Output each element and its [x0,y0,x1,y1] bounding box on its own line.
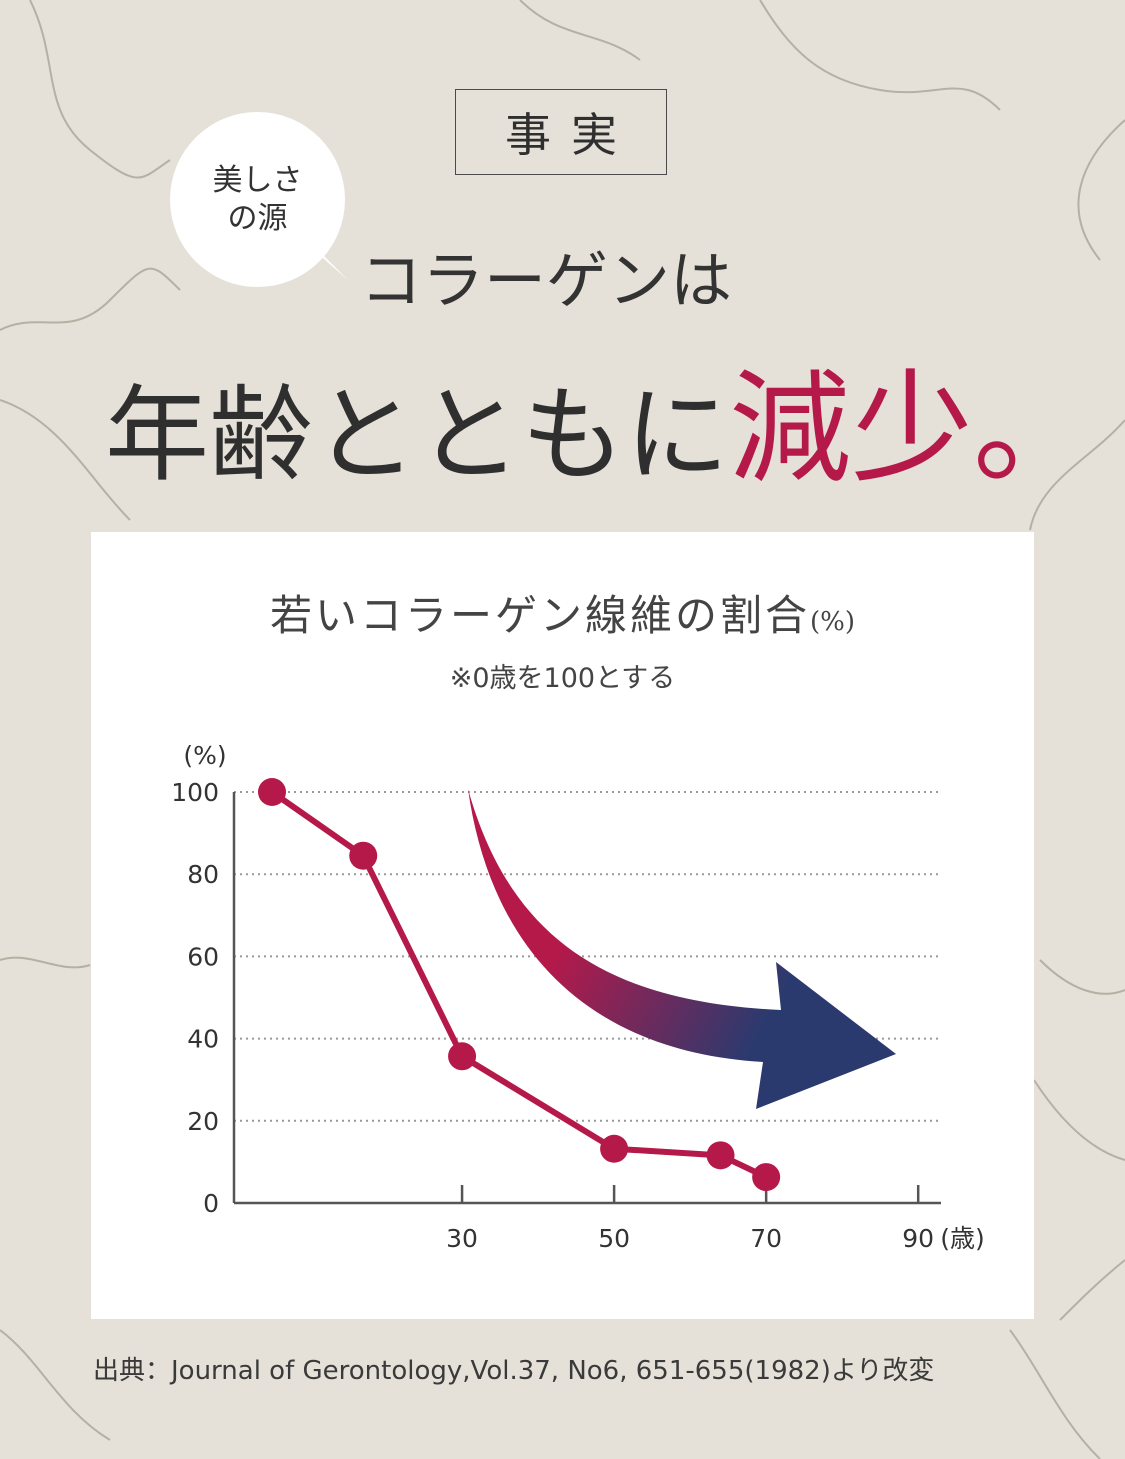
data-point [448,1042,477,1071]
series-line [270,789,768,1180]
chart-title-text: 若いコラーゲン線維の割合 [269,591,810,640]
x-tick-label: 90 [902,1224,934,1253]
chart-card: 若いコラーゲン線維の割合(%) ※0歳を100とする 0 20 40 60 80 100(… [91,532,1034,1319]
headline-line-2: 年齢とともに減少。 [105,330,1095,507]
bubble-line-2: の源 [227,200,288,236]
trend-arrow [468,789,896,1109]
y-tick-label: 80 [187,860,219,889]
bubble-line-1: 美しさ [212,162,303,198]
x-tick-label: 70 [750,1224,782,1253]
y-tick-label: 20 [187,1107,219,1136]
speech-bubble-tail [300,238,348,280]
data-point [349,841,378,870]
y-tick-label: 60 [187,942,219,971]
y-tick-label: 100 [171,778,219,807]
y-tick-label: 40 [187,1025,219,1054]
headline-accent: 減少。 [729,358,1096,500]
speech-bubble: 美しさ の源 [170,112,345,287]
y-tick-label: 0 [203,1189,219,1218]
data-point [258,778,287,806]
data-point [600,1134,629,1163]
y-axis-label: (%) [183,741,226,770]
x-axis-label: (歳) [940,1224,985,1253]
data-point [706,1141,735,1170]
fact-label: 事実 [505,108,637,162]
data-point [752,1163,781,1192]
x-tick-label: 30 [446,1224,478,1253]
line-chart: 0 20 40 60 80 100 (%) 30 50 70 90 (歳) [171,741,985,1253]
fact-label-box: 事実 [455,89,667,175]
chart-title: 若いコラーゲン線維の割合(%) [91,582,1034,643]
chart-note: ※0歳を100とする [449,663,676,694]
x-tick-label: 50 [598,1224,630,1253]
chart-title-unit: (%) [810,607,855,637]
source-citation: 出典：Journal of Gerontology,Vol.37, No6, 6… [93,1356,935,1386]
headline-main: 年齢とともに [105,374,730,496]
headline-line-1: コラーゲンは [360,244,733,317]
